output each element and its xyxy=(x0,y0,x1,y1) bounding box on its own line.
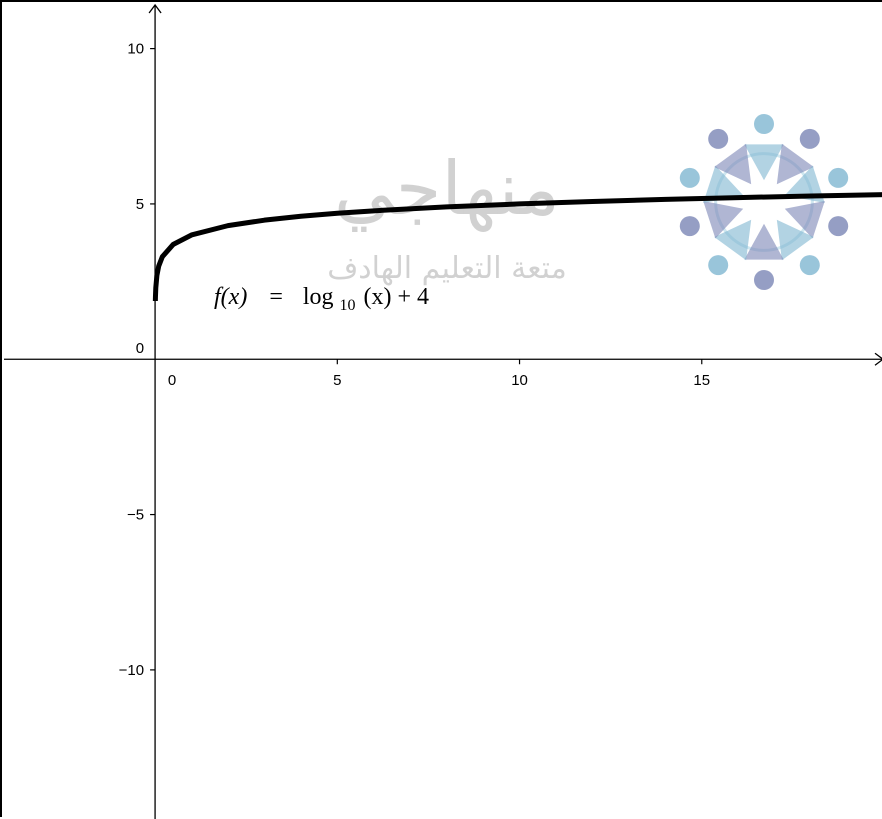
watermark-figure-body xyxy=(744,223,784,260)
watermark-figure-head xyxy=(754,270,774,290)
y-tick-label: −5 xyxy=(127,507,144,524)
x-axis-arrow-icon xyxy=(874,352,882,366)
watermark-title: منهاجي xyxy=(334,146,560,232)
watermark-figure-body xyxy=(703,201,744,239)
function-curve[interactable] xyxy=(152,192,882,302)
watermark: منهاجي متعة التعليم الهادف xyxy=(327,114,849,290)
watermark-figure-head xyxy=(679,167,700,188)
function-name: f(x) xyxy=(214,284,247,310)
watermark-figure-head xyxy=(708,128,729,149)
x-axis-ticks: 0 5 10 15 xyxy=(168,359,710,389)
watermark-figure-body xyxy=(744,144,784,181)
watermark-subtitle: متعة التعليم الهادف xyxy=(327,251,567,286)
x-tick-label: 10 xyxy=(511,372,528,389)
function-log: log xyxy=(303,284,334,310)
y-tick-label: 10 xyxy=(127,41,144,58)
function-label: f(x) = log 10 (x) + 4 xyxy=(214,284,429,316)
watermark-figure-head xyxy=(679,216,700,237)
watermark-figure-body xyxy=(714,219,752,261)
watermark-figure-body xyxy=(784,201,825,239)
watermark-figure-head xyxy=(799,255,820,276)
axes xyxy=(4,3,882,819)
function-equals: = xyxy=(269,284,283,310)
y-tick-label: 5 xyxy=(136,196,144,213)
x-tick-label: 5 xyxy=(333,372,341,389)
watermark-figure-head xyxy=(828,167,849,188)
function-log-base: 10 xyxy=(340,297,356,314)
watermark-figure-head xyxy=(754,114,774,134)
watermark-figure-body xyxy=(776,143,814,185)
watermark-figure-body xyxy=(703,165,744,203)
function-argument: (x) + 4 xyxy=(364,284,430,310)
x-tick-label: 0 xyxy=(168,372,176,389)
x-tick-label: 15 xyxy=(693,372,710,389)
watermark-logo-icon xyxy=(679,114,849,290)
y-tick-label: 0 xyxy=(136,340,144,357)
y-tick-label: −10 xyxy=(119,662,144,679)
y-axis-ticks: 10 5 0 −5 −10 xyxy=(119,41,156,679)
y-axis-arrow-icon xyxy=(148,3,162,14)
watermark-figure-head xyxy=(828,216,849,237)
watermark-figure-body xyxy=(776,219,814,261)
watermark-figure-head xyxy=(708,255,729,276)
watermark-figure-head xyxy=(799,128,820,149)
watermark-figure-body xyxy=(714,143,752,185)
